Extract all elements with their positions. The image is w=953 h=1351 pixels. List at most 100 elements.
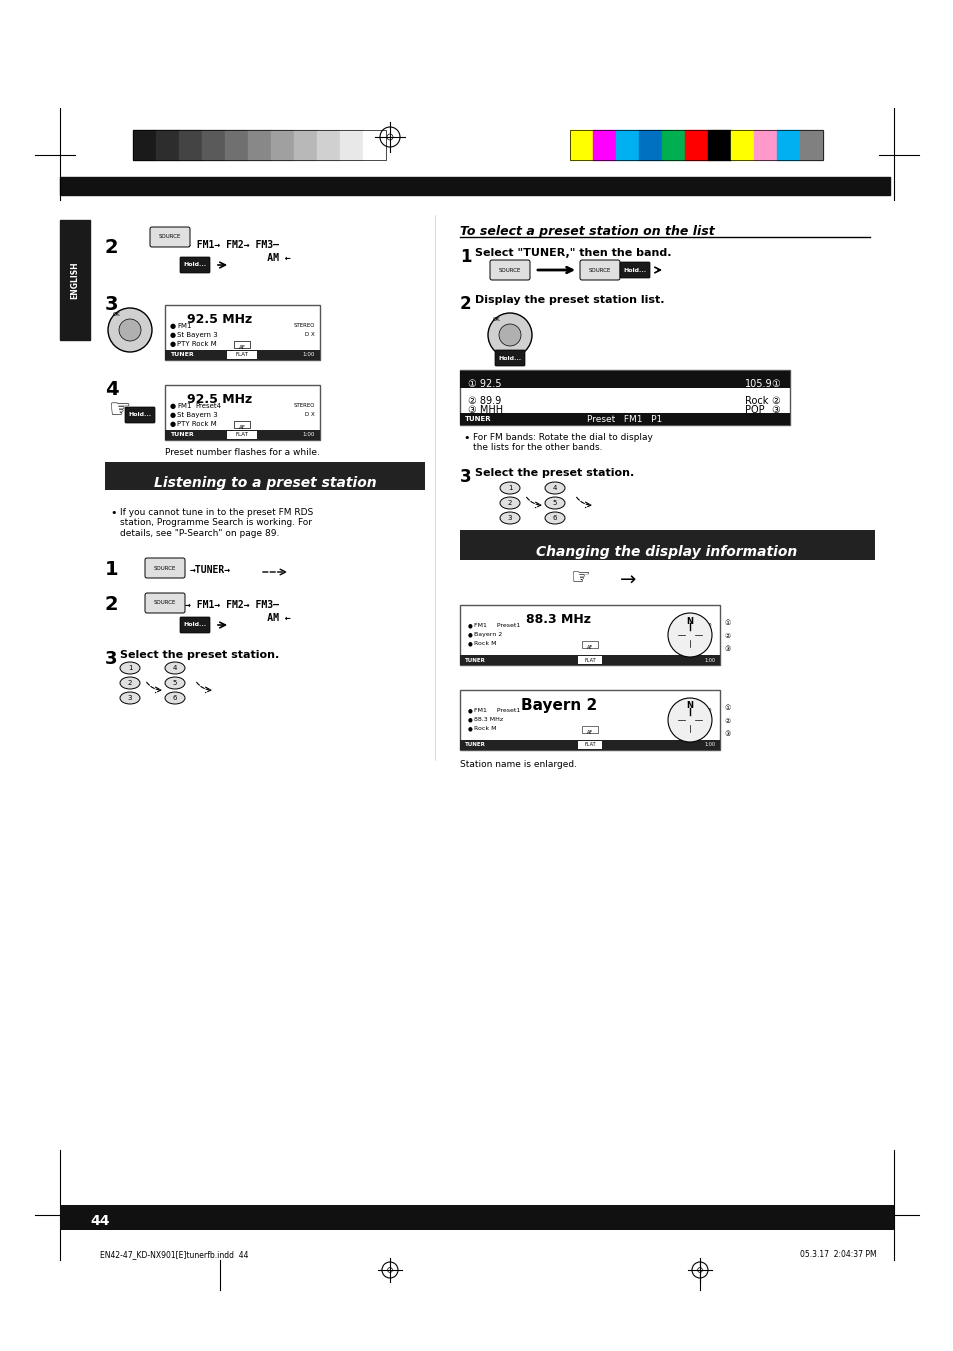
Text: STEREO: STEREO	[692, 708, 711, 713]
Text: ●: ●	[170, 340, 176, 347]
Text: 1: 1	[459, 249, 471, 266]
Text: 3: 3	[105, 650, 117, 667]
Text: ●: ●	[468, 717, 473, 721]
Text: Display the preset station list.: Display the preset station list.	[475, 295, 664, 305]
Bar	[60, 1205, 893, 1229]
FancyBboxPatch shape	[145, 558, 185, 578]
Text: 2: 2	[105, 594, 118, 613]
Bar	[459, 372, 789, 388]
Text: D X: D X	[701, 632, 711, 638]
Bar	[165, 350, 319, 359]
Bar	[132, 130, 386, 159]
Text: ①: ①	[724, 620, 731, 626]
Text: Select the preset station.: Select the preset station.	[120, 650, 279, 661]
Text: EN42-47_KD-NX901[E]tunerfb.indd  44: EN42-47_KD-NX901[E]tunerfb.indd 44	[100, 1250, 248, 1259]
Text: ●: ●	[170, 332, 176, 338]
Bar	[459, 370, 789, 426]
Text: ③: ③	[770, 405, 780, 415]
Text: Listening to a preset station: Listening to a preset station	[153, 476, 375, 490]
Ellipse shape	[120, 677, 140, 689]
Bar	[233, 422, 250, 428]
Text: 88.3 MHz: 88.3 MHz	[526, 613, 591, 626]
Text: TUNER: TUNER	[464, 658, 485, 662]
Text: TUNER: TUNER	[170, 353, 193, 358]
Bar	[800, 130, 822, 159]
Text: 1: 1	[128, 665, 132, 671]
Text: ●: ●	[468, 640, 473, 646]
Text: Hold...: Hold...	[497, 355, 521, 361]
Bar	[271, 130, 294, 159]
Text: Bayern 2: Bayern 2	[520, 698, 597, 713]
Circle shape	[108, 308, 152, 353]
Text: ③: ③	[724, 731, 731, 738]
Text: •: •	[110, 508, 116, 517]
Text: Rock: Rock	[744, 396, 767, 407]
Text: SOURCE: SOURCE	[153, 600, 176, 605]
Text: TUNER: TUNER	[464, 416, 491, 422]
Text: 1:00: 1:00	[302, 432, 314, 438]
Text: 1:00: 1:00	[302, 353, 314, 358]
Text: TUNER: TUNER	[170, 432, 193, 438]
Text: •: •	[462, 434, 469, 443]
FancyBboxPatch shape	[579, 259, 619, 280]
Bar	[707, 130, 730, 159]
Text: Select "TUNER," then the band.: Select "TUNER," then the band.	[475, 249, 671, 258]
Text: 1: 1	[105, 561, 118, 580]
Text: ENGLISH: ENGLISH	[71, 261, 79, 299]
Text: To select a preset station on the list: To select a preset station on the list	[459, 226, 714, 238]
Ellipse shape	[499, 482, 519, 494]
Text: ●: ●	[170, 422, 176, 427]
Text: TUNER: TUNER	[464, 743, 485, 747]
Bar	[578, 740, 601, 748]
FancyBboxPatch shape	[125, 407, 154, 423]
Text: 1:00: 1:00	[703, 658, 714, 662]
Text: Rock M: Rock M	[474, 640, 496, 646]
Text: AF: AF	[238, 345, 245, 350]
Bar	[248, 130, 271, 159]
Text: → FM1→ FM2→ FM3—: → FM1→ FM2→ FM3—	[185, 240, 278, 250]
Text: Preset4: Preset4	[194, 403, 221, 409]
Text: ●: ●	[468, 708, 473, 713]
Ellipse shape	[544, 512, 564, 524]
Text: 3: 3	[459, 467, 471, 486]
Bar	[165, 430, 319, 440]
Bar	[105, 462, 424, 490]
Text: ☞: ☞	[109, 399, 132, 422]
Text: ②: ②	[724, 717, 731, 724]
Bar	[661, 130, 684, 159]
Circle shape	[498, 324, 520, 346]
FancyBboxPatch shape	[619, 262, 649, 278]
Text: Hold...: Hold...	[183, 262, 207, 267]
Bar	[569, 130, 593, 159]
Text: AF: AF	[586, 730, 593, 735]
Text: FLAT: FLAT	[583, 743, 596, 747]
Text: For FM bands: Rotate the dial to display
the lists for the other bands.: For FM bands: Rotate the dial to display…	[473, 434, 652, 453]
Text: 92.5 MHz: 92.5 MHz	[187, 313, 252, 326]
Text: PTY Rock M: PTY Rock M	[177, 422, 216, 427]
Bar	[459, 655, 720, 665]
Text: Preset number flashes for a while.: Preset number flashes for a while.	[165, 449, 319, 457]
Bar	[202, 130, 225, 159]
Bar	[132, 130, 156, 159]
Text: FLAT: FLAT	[235, 353, 248, 358]
Text: 88.3 MHz: 88.3 MHz	[474, 717, 502, 721]
Bar	[165, 305, 319, 359]
Text: PTY Rock M: PTY Rock M	[177, 340, 216, 347]
Text: St Bayern 3: St Bayern 3	[177, 412, 217, 417]
Bar	[165, 385, 319, 440]
Text: Hold...: Hold...	[129, 412, 152, 417]
Bar	[593, 130, 616, 159]
Text: If you cannot tune in to the preset FM RDS
station, Programme Search is working.: If you cannot tune in to the preset FM R…	[120, 508, 313, 538]
Text: 5: 5	[172, 680, 177, 686]
Text: D X: D X	[701, 717, 711, 721]
Text: 6: 6	[552, 515, 557, 521]
Bar	[459, 740, 720, 750]
Text: Hold...: Hold...	[622, 267, 646, 273]
Bar	[156, 130, 179, 159]
Text: 05.3.17  2:04:37 PM: 05.3.17 2:04:37 PM	[800, 1250, 876, 1259]
FancyBboxPatch shape	[495, 350, 524, 366]
Text: FM1     Preset1: FM1 Preset1	[474, 623, 519, 628]
Text: 2: 2	[459, 295, 471, 313]
Text: Preset   FM1   P1: Preset FM1 P1	[587, 415, 662, 423]
Text: N: N	[686, 616, 693, 626]
